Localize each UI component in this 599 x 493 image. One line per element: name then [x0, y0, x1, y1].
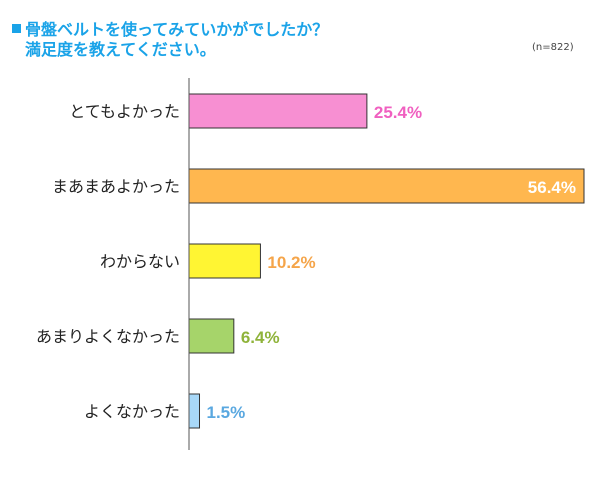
- category-label: よくなかった: [84, 402, 180, 421]
- title-line-2: 満足度を教えてください。: [25, 40, 216, 59]
- sample-size: (n=822): [532, 42, 574, 53]
- value-label: 25.4%: [374, 103, 422, 122]
- bar: [188, 393, 201, 429]
- chart-title: 骨盤ベルトを使ってみていかがでしたか？ 満足度を教えてください。: [12, 20, 328, 60]
- category-label: まあまあよかった: [52, 177, 180, 196]
- square-bullet-icon: [12, 24, 21, 33]
- category-label: あまりよくなかった: [36, 327, 180, 346]
- value-label: 1.5%: [207, 403, 246, 422]
- bar: [188, 318, 235, 354]
- bar: [188, 243, 261, 279]
- bar: [188, 93, 368, 129]
- title-line-1: 骨盤ベルトを使ってみていかがでしたか？: [25, 20, 329, 39]
- category-label: とてもよかった: [69, 102, 180, 121]
- value-label: 6.4%: [241, 328, 280, 347]
- value-label: 56.4%: [528, 178, 576, 197]
- value-label: 10.2%: [267, 253, 315, 272]
- bar: [188, 168, 585, 204]
- category-label: わからない: [100, 252, 180, 271]
